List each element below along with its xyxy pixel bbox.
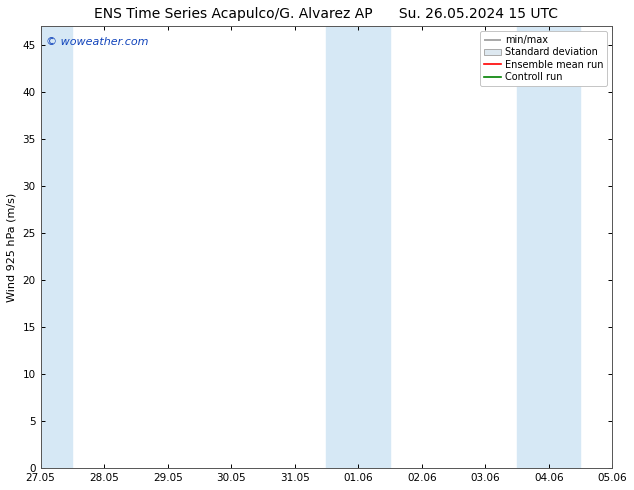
Legend: min/max, Standard deviation, Ensemble mean run, Controll run: min/max, Standard deviation, Ensemble me… — [480, 31, 607, 86]
Bar — [517, 26, 581, 468]
Bar — [41, 26, 72, 468]
Text: © woweather.com: © woweather.com — [46, 37, 149, 48]
Title: ENS Time Series Acapulco/G. Alvarez AP      Su. 26.05.2024 15 UTC: ENS Time Series Acapulco/G. Alvarez AP S… — [94, 7, 559, 21]
Y-axis label: Wind 925 hPa (m/s): Wind 925 hPa (m/s) — [7, 193, 17, 302]
Bar — [327, 26, 390, 468]
